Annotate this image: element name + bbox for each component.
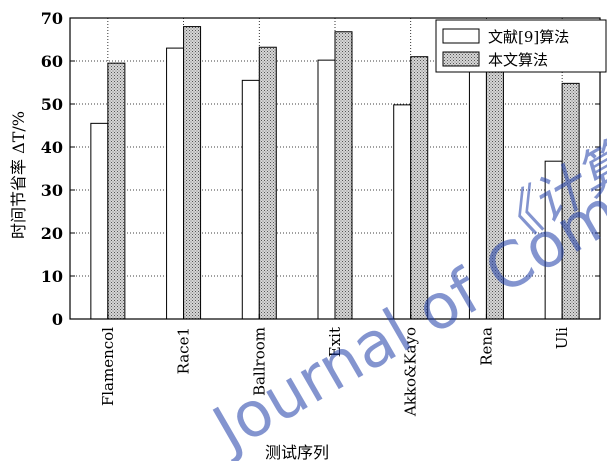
x-category-label-uli: Uli [553,327,571,349]
x-category-label-exit: Exit [326,327,344,357]
bar-1-exit [317,59,336,320]
bar-1-flamencol [90,122,109,320]
x-category-labels: Flamencol Race1 Ballroom Exit Akko&Kayo Rena U… [99,327,571,417]
bars [90,26,580,320]
x-category-label-race1: Race1 [175,327,193,374]
y-tick-label-70: 70 [41,9,63,28]
legend: 文献[9]算法 本文算法 [435,19,607,73]
y-tick-label-50: 50 [41,95,63,114]
x-category-label-flamencol: Flamencol [99,327,117,406]
bar-2-exit [334,31,353,320]
legend-label-series-1: 文献[9]算法 [488,28,569,46]
y-axis-label: 时间节省率 ΔT/% [9,111,28,239]
x-axis-label: 测试序列 [265,443,329,461]
y-tick-labels: 0 10 20 30 40 50 60 70 [41,9,63,329]
bar-2-flamencol [107,62,126,320]
legend-swatch-series-1 [442,28,480,44]
x-category-label-akkokayo: Akko&Kayo [402,327,420,417]
y-tick-label-40: 40 [41,138,63,157]
legend-swatch-series-2 [442,51,480,67]
legend-label-series-2: 本文算法 [488,51,548,69]
y-tick-label-60: 60 [41,52,63,71]
bar-2-race1 [183,26,202,320]
y-tick-label-0: 0 [52,310,63,329]
y-tick-label-20: 20 [41,224,63,243]
y-tick-label-10: 10 [41,267,63,286]
bar-1-race1 [166,47,185,320]
bar-2-ballroom [258,46,277,320]
bar-1-ballroom [241,79,260,320]
x-category-label-rena: Rena [477,327,495,366]
x-category-label-ballroom: Ballroom [250,327,268,396]
y-tick-label-30: 30 [41,181,63,200]
axes [69,17,601,320]
